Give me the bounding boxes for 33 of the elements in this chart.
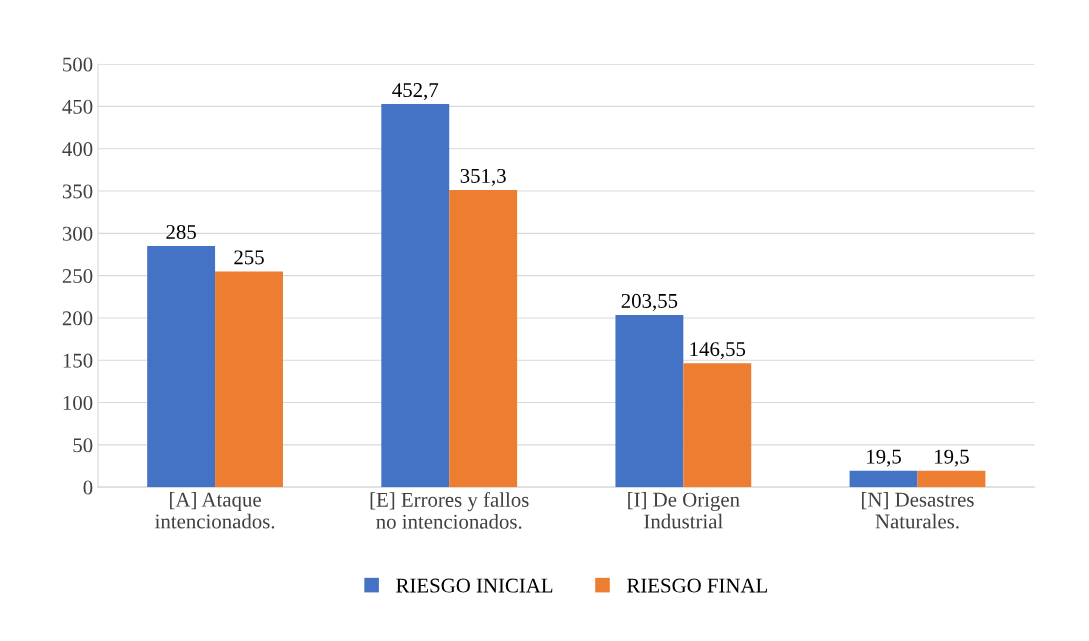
- y-tick-label: 450: [62, 99, 93, 114]
- data-label: 255: [234, 250, 264, 265]
- legend-label: RIESGO INICIAL: [396, 578, 553, 593]
- y-tick-label: 250: [62, 269, 93, 284]
- x-tick-label: [A] Ataque intencionados.: [155, 492, 275, 529]
- bar: [449, 189, 518, 488]
- data-label: 351,3: [460, 168, 506, 186]
- legend-label: RIESGO FINAL: [627, 578, 767, 593]
- data-label: 452,7: [392, 83, 439, 101]
- bar: [683, 363, 752, 488]
- data-label: 19,5: [867, 449, 901, 467]
- data-label: 146,55: [690, 342, 746, 360]
- x-tick-label: [N] Desastres Naturales.: [862, 492, 974, 529]
- y-tick-label: 400: [62, 142, 93, 157]
- y-tick-label: 100: [63, 395, 93, 410]
- data-label: 285: [166, 224, 196, 240]
- y-tick-label: 0: [83, 480, 93, 495]
- y-tick-label: 50: [73, 438, 93, 453]
- y-tick-label: 300: [62, 226, 93, 241]
- x-tick-label: [E] Errores y fallos no intencionados.: [370, 492, 529, 529]
- bar: [849, 470, 918, 488]
- data-label: 19,5: [935, 449, 969, 467]
- bar: [917, 470, 986, 488]
- bar: [615, 314, 684, 488]
- y-tick-label: 350: [62, 184, 93, 199]
- y-tick-label: 200: [62, 311, 93, 326]
- data-label: 203,55: [621, 293, 678, 311]
- bar: [147, 246, 216, 488]
- bar: [215, 271, 283, 488]
- y-tick-label: 500: [63, 57, 93, 72]
- y-tick-label: 150: [63, 353, 93, 368]
- x-tick-label: [I] De Origen Industrial: [628, 492, 740, 529]
- bar: [381, 104, 450, 488]
